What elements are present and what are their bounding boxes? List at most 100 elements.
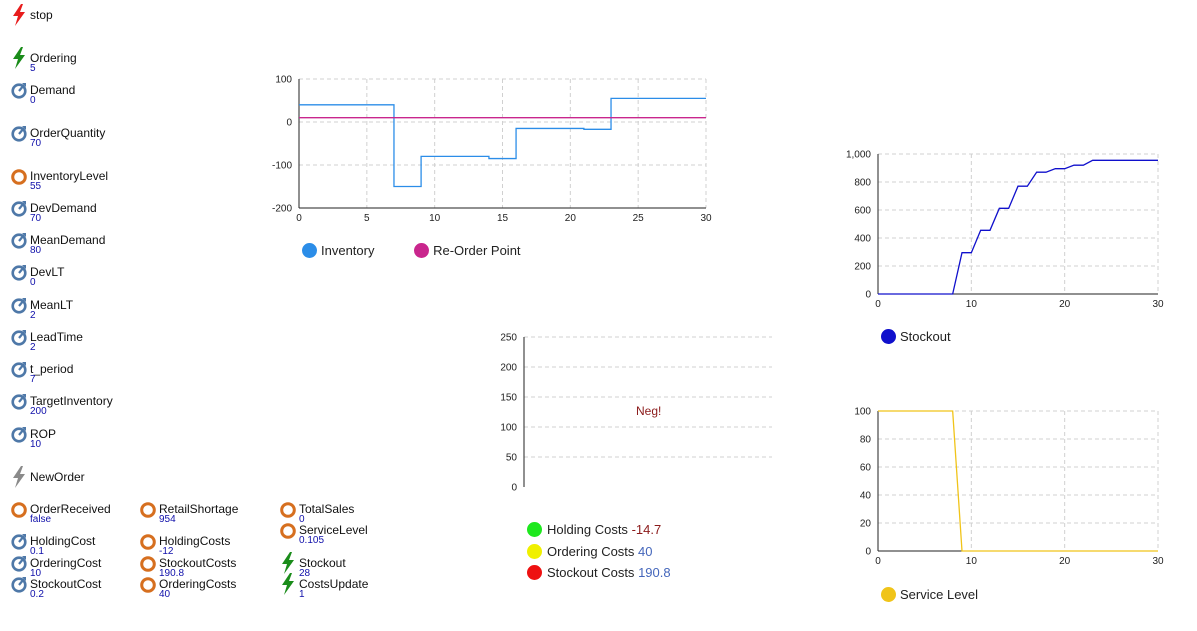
variable-value: 7 <box>30 374 36 385</box>
stockout-costs-value: 190.8 <box>638 565 671 580</box>
legend-label-stockout: Stockout <box>900 329 951 344</box>
variable-value: 2 <box>30 342 36 353</box>
variable-value: 5 <box>30 63 36 74</box>
variable-name: OrderingCosts <box>159 577 237 591</box>
legend-item-stockout[interactable]: Stockout <box>881 329 951 344</box>
x-tick-label: 30 <box>700 213 712 224</box>
x-tick-label: 0 <box>875 556 881 567</box>
legend-dot-stockout <box>881 329 896 344</box>
variable-value: 0.105 <box>299 535 325 546</box>
x-tick-label: 0 <box>875 299 881 310</box>
variable-value: 2 <box>30 310 36 321</box>
parameter-icon <box>11 555 28 574</box>
variable-name: Stockout <box>299 556 346 570</box>
y-tick-label: 800 <box>854 178 871 189</box>
parameter-icon <box>11 426 28 445</box>
series-line-inventory <box>299 97 706 188</box>
costs-chart: 250 200 150 100 50 0 <box>490 328 780 503</box>
variable-value: 200 <box>30 406 47 417</box>
y-tick-label: 0 <box>865 290 871 301</box>
x-tick-label: 10 <box>966 299 978 310</box>
variable-name: TargetInventory <box>30 394 113 408</box>
y-tick-label: -100 <box>272 161 292 172</box>
parameter-icon <box>11 329 28 348</box>
y-tick-label: -200 <box>272 204 292 215</box>
stock-variable-icon <box>140 533 157 552</box>
y-tick-label: 150 <box>500 393 517 404</box>
legend-dot-ordering-costs <box>527 544 542 559</box>
variable-value: -12 <box>159 546 174 557</box>
parameter-icon <box>11 361 28 380</box>
cost-legend-ordering: Ordering Costs 40 <box>527 544 653 559</box>
variable-value: 40 <box>159 589 171 600</box>
variable-value: 954 <box>159 514 176 525</box>
y-tick-label: 600 <box>854 206 871 217</box>
service-level-chart-svg: 0 10 20 30 0 20 40 60 80 100 <box>854 407 1164 568</box>
variable-name: MeanDemand <box>30 233 106 247</box>
y-tick-label: 100 <box>854 407 871 418</box>
y-tick-label: 200 <box>500 363 517 374</box>
x-tick-label: 0 <box>296 213 302 224</box>
x-tick-label: 20 <box>1059 556 1071 567</box>
stockout-chart: 0 10 20 30 0 200 400 600 800 1,000 <box>840 145 1170 325</box>
service-level-legend: Service Level <box>881 587 1014 602</box>
variable-value: 10 <box>30 568 42 579</box>
y-tick-label: 250 <box>500 333 517 344</box>
flash-green-icon <box>280 573 297 595</box>
variable-value: 28 <box>299 568 311 579</box>
variable-value: 0 <box>30 277 36 288</box>
flash-red-icon <box>11 4 28 26</box>
series-line-service-level <box>878 410 1158 552</box>
variable-name: t_period <box>30 362 74 376</box>
variable-name: InventoryLevel <box>30 169 109 183</box>
legend-item-service-level[interactable]: Service Level <box>881 587 978 602</box>
y-tick-label: 200 <box>854 262 871 273</box>
parameter-icon <box>11 82 28 101</box>
legend-item-reorder-point[interactable]: Re-Order Point <box>414 243 521 258</box>
y-tick-label: 400 <box>854 234 871 245</box>
holding-costs-value: -14.7 <box>631 522 662 537</box>
legend-dot-holding-costs <box>527 522 542 537</box>
variable-name: stop <box>30 8 53 22</box>
y-tick-label: 0 <box>511 483 517 494</box>
y-tick-label: 0 <box>286 118 292 129</box>
service-level-chart: 0 10 20 30 0 20 40 60 80 100 <box>840 403 1170 583</box>
x-tick-label: 5 <box>364 213 370 224</box>
legend-label-holding-costs: Holding Costs <box>547 522 628 537</box>
series-line-stockout <box>878 159 1158 295</box>
x-tick-label: 30 <box>1152 299 1164 310</box>
variable-name: Ordering <box>30 51 77 65</box>
flash-green-icon <box>280 552 297 574</box>
variable-value: 1 <box>299 589 305 600</box>
y-tick-label: 40 <box>860 491 872 502</box>
cost-legend-stockout: Stockout Costs 190.8 <box>527 565 671 580</box>
stock-variable-icon <box>280 501 297 520</box>
stock-variable-icon <box>11 168 28 187</box>
stock-variable-icon <box>11 501 28 520</box>
stock-variable-icon <box>280 522 297 541</box>
legend-label-stockout-costs: Stockout Costs <box>547 565 635 580</box>
legend-label-ordering-costs: Ordering Costs <box>547 544 635 559</box>
stock-variable-icon <box>140 576 157 595</box>
flash-gray-icon <box>11 466 28 488</box>
legend-dot-reorder-point <box>414 243 430 258</box>
parameter-icon <box>11 200 28 219</box>
parameter-icon <box>11 232 28 251</box>
legend-label-service-level: Service Level <box>900 587 979 602</box>
variable-value: 0.2 <box>30 589 44 600</box>
legend-item-inventory[interactable]: Inventory <box>302 243 374 258</box>
variable-name: ServiceLevel <box>299 523 368 537</box>
legend-dot-inventory <box>302 243 317 258</box>
variable-name: NewOrder <box>30 470 85 484</box>
parameter-icon <box>11 297 28 316</box>
variable-value: false <box>30 514 52 525</box>
y-tick-label: 1,000 <box>846 150 871 161</box>
variable-value: 0 <box>299 514 305 525</box>
inventory-chart: 0 5 10 15 20 25 30 100 0 -100 -200 <box>270 70 720 235</box>
cost-legend-holding: Holding Costs -14.7 <box>527 522 661 537</box>
variable-name: LeadTime <box>30 330 83 344</box>
parameter-icon <box>11 533 28 552</box>
y-tick-label: 80 <box>860 435 872 446</box>
variable-name: OrderingCost <box>30 556 102 570</box>
parameter-icon <box>11 393 28 412</box>
